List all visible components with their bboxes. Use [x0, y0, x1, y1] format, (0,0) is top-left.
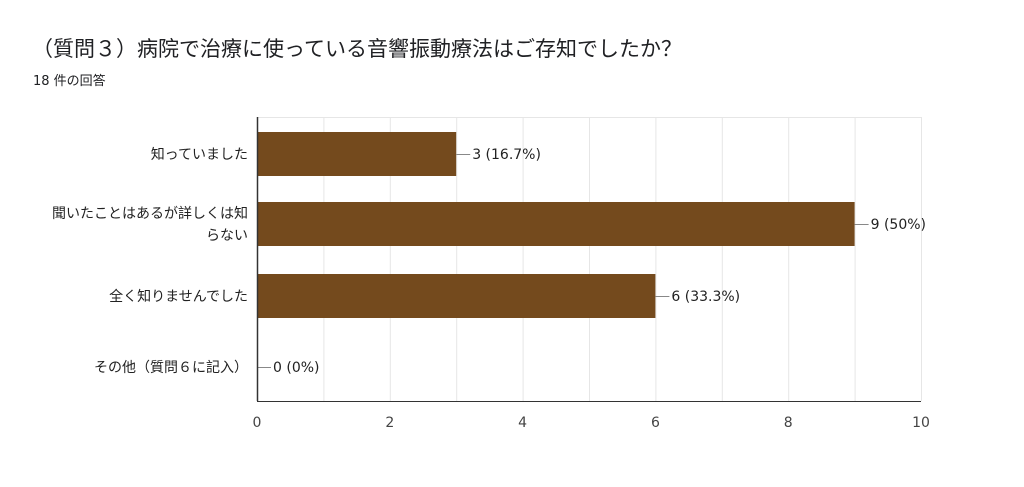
x-tick-label: 2 — [385, 415, 394, 431]
x-tick-label: 6 — [651, 415, 660, 431]
response-count: 18 件の回答 — [33, 74, 106, 89]
category-label: 聞いたことはあるが詳しくは知 — [52, 205, 248, 222]
x-tick-label: 4 — [518, 415, 527, 431]
data-label: 3 (16.7%) — [472, 147, 541, 163]
x-tick-label: 8 — [784, 415, 793, 431]
chart-title: （質問３）病院で治療に使っている音響振動療法はご存知でしたか？ — [32, 37, 682, 61]
bar — [257, 274, 656, 318]
bar — [257, 202, 855, 246]
bar — [257, 132, 457, 176]
data-label: 6 (33.3%) — [671, 289, 740, 305]
category-label: 全く知りませんでした — [109, 288, 248, 305]
x-tick-label: 10 — [912, 415, 930, 431]
category-label: らない — [206, 228, 248, 244]
category-label: その他（質問６に記入） — [94, 359, 248, 376]
data-label: 0 (0%) — [273, 360, 320, 376]
category-label: 知っていました — [151, 146, 248, 163]
x-tick-label: 0 — [253, 415, 262, 431]
data-label: 9 (50%) — [871, 217, 926, 233]
